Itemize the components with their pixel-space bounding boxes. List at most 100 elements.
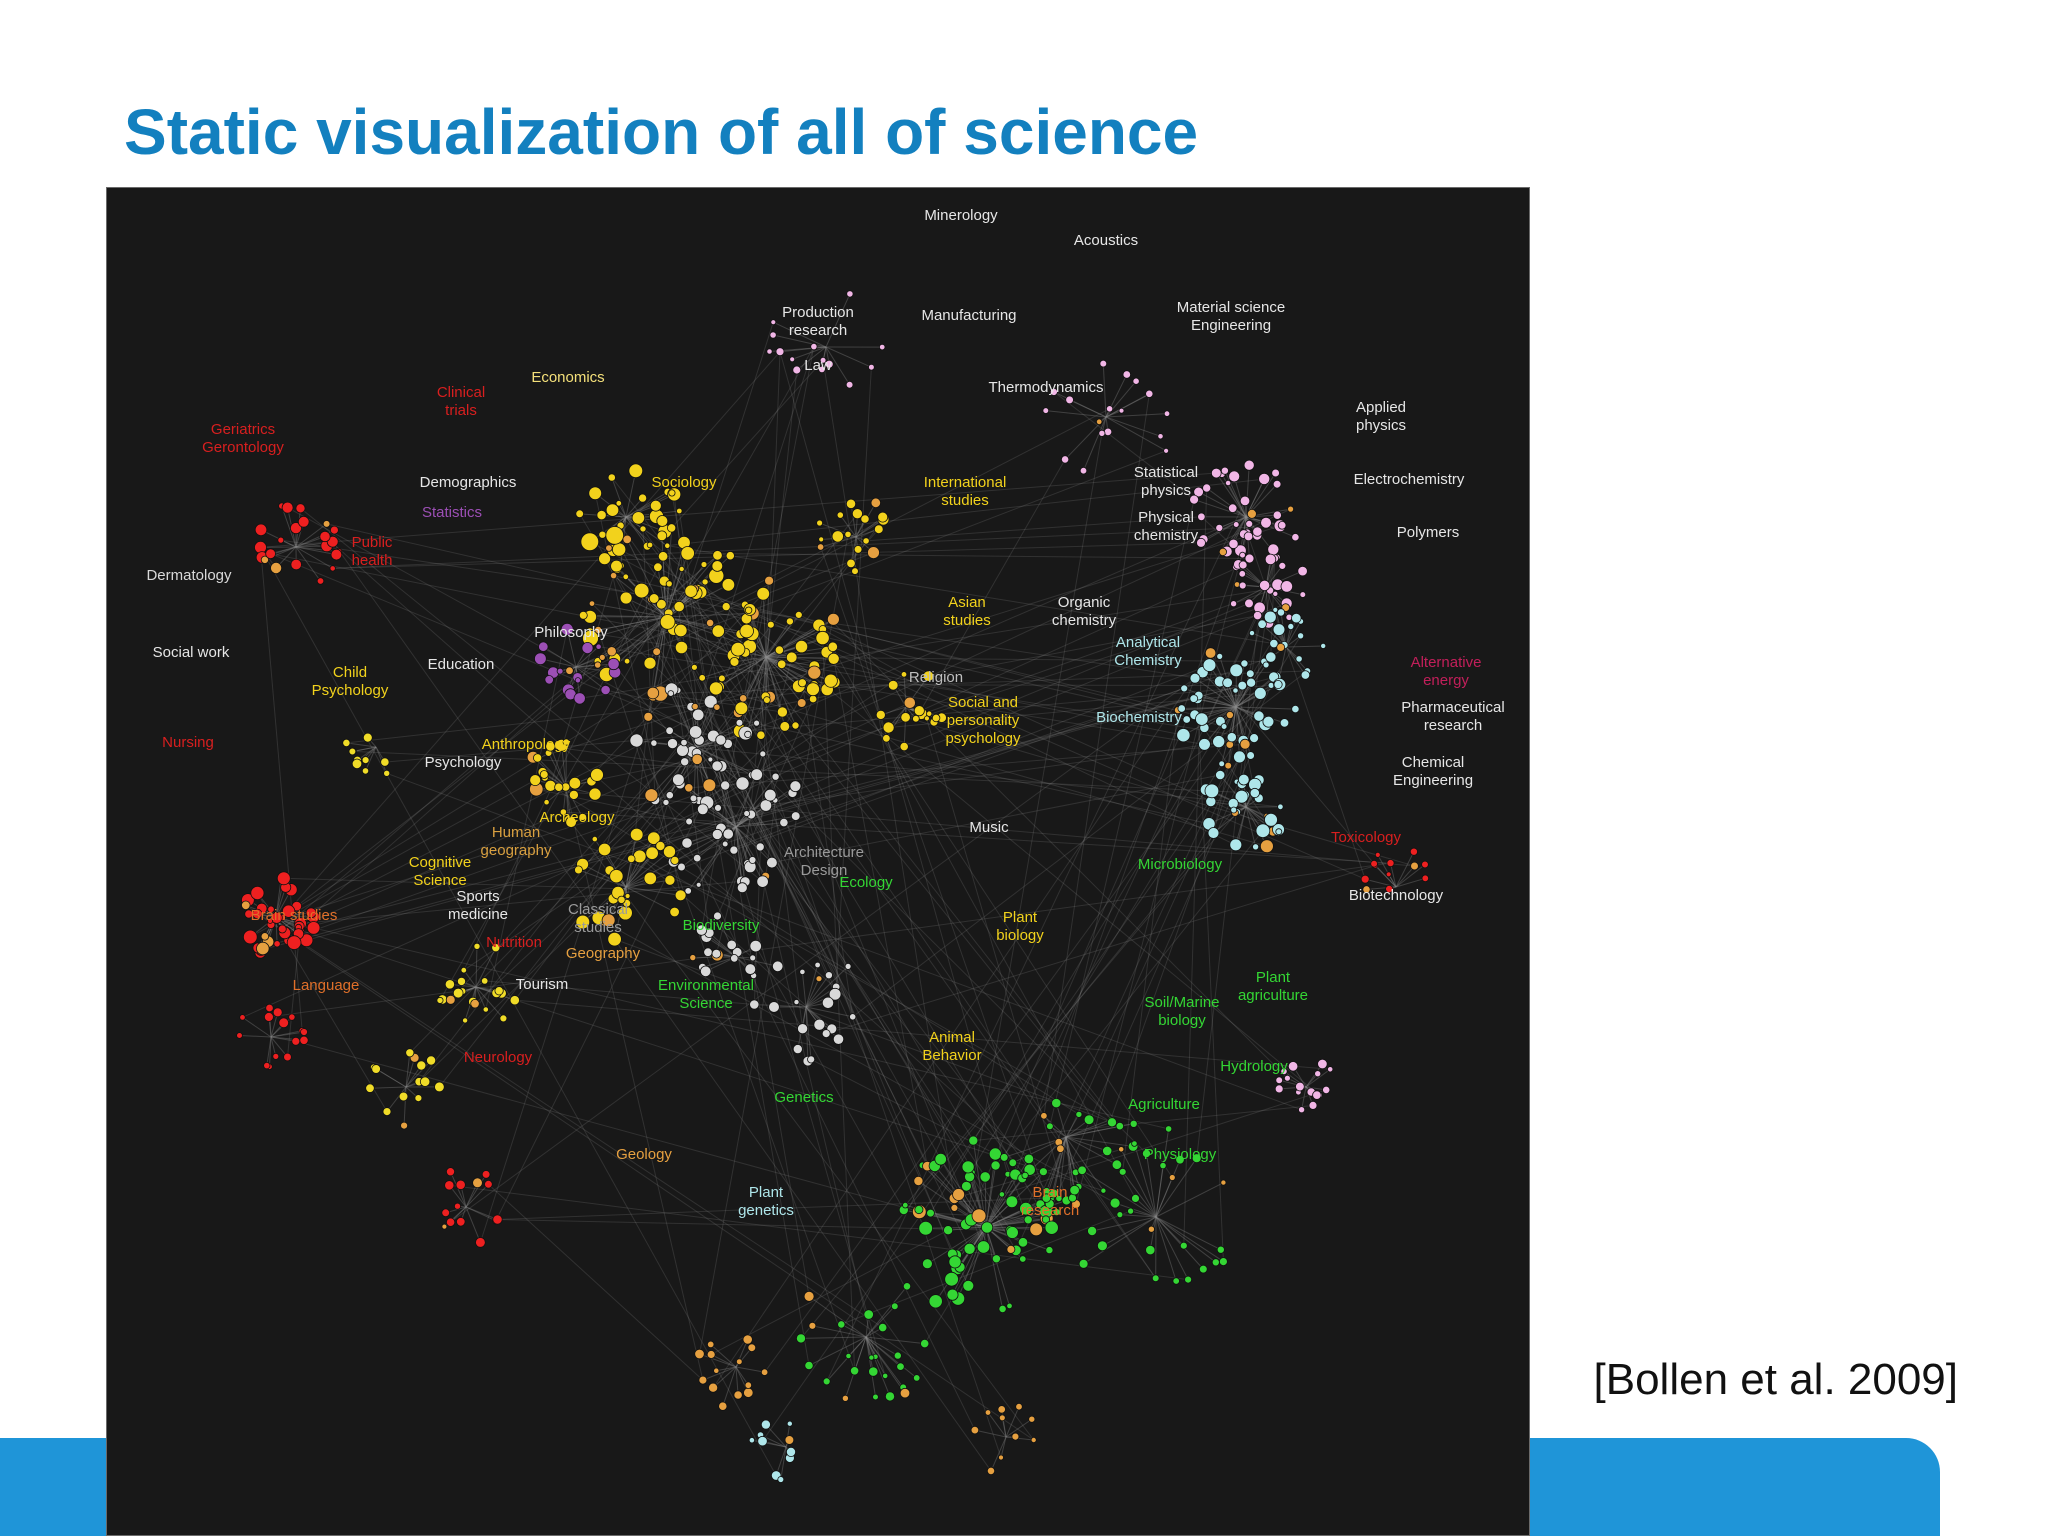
map-node xyxy=(948,1255,962,1269)
map-node xyxy=(756,875,769,888)
map-node xyxy=(785,651,798,664)
map-edge xyxy=(1155,1216,1224,1262)
map-label: Applied physics xyxy=(1356,399,1406,434)
map-edge xyxy=(386,1086,407,1112)
citation: [Bollen et al. 2009] xyxy=(1593,1355,1958,1404)
map-edge xyxy=(841,1210,1131,1325)
map-node xyxy=(824,359,834,369)
map-edge xyxy=(798,614,1280,833)
map-edge xyxy=(405,1052,411,1088)
map-node xyxy=(711,760,723,772)
map-node xyxy=(747,1343,757,1352)
map-node xyxy=(785,617,794,626)
map-node xyxy=(755,842,765,852)
map-node xyxy=(984,1409,992,1416)
map-node xyxy=(804,1360,814,1371)
map-label: Production research xyxy=(782,304,854,339)
map-node xyxy=(653,562,663,572)
map-node xyxy=(270,561,283,574)
map-edge xyxy=(1245,465,1250,518)
map-edge xyxy=(792,346,827,360)
map-node xyxy=(756,586,770,601)
map-edge xyxy=(865,1336,877,1398)
map-node xyxy=(674,640,689,655)
map-node xyxy=(652,647,661,657)
map-node xyxy=(664,874,676,886)
map-edge xyxy=(614,535,971,1250)
map-label: Archeology xyxy=(539,809,615,826)
map-node xyxy=(1291,533,1300,542)
map-node xyxy=(739,623,754,639)
map-edge xyxy=(536,788,1415,867)
map-node xyxy=(1238,560,1248,570)
map-node xyxy=(556,667,564,675)
map-edge xyxy=(765,637,823,658)
map-node xyxy=(759,799,773,812)
map-node xyxy=(868,1354,875,1361)
map-node xyxy=(868,363,875,371)
map-edge xyxy=(735,826,749,864)
map-node xyxy=(638,493,648,503)
map-node xyxy=(964,1171,976,1183)
map-edge xyxy=(735,753,764,828)
map-node xyxy=(1230,806,1238,814)
map-edge xyxy=(1155,1128,1170,1218)
map-edge xyxy=(755,945,905,1211)
map-edge xyxy=(614,938,1113,1123)
map-node xyxy=(639,525,647,533)
map-edge xyxy=(765,656,814,700)
map-edge xyxy=(1003,607,1261,1158)
map-edge xyxy=(353,746,377,752)
map-node xyxy=(893,1351,902,1360)
map-node xyxy=(573,692,586,705)
map-edge xyxy=(715,656,767,689)
map-edge xyxy=(652,692,783,713)
map-node xyxy=(1370,859,1378,868)
map-node xyxy=(1204,783,1220,799)
map-node xyxy=(1308,1101,1318,1110)
map-node xyxy=(721,840,729,848)
map-label: Psychology xyxy=(425,754,502,771)
map-node xyxy=(1145,1245,1156,1256)
map-node xyxy=(382,1107,392,1116)
map-node xyxy=(779,817,789,828)
map-node xyxy=(492,1214,503,1225)
map-edge xyxy=(742,783,928,1167)
map-node xyxy=(1202,483,1212,493)
map-edge xyxy=(956,1226,987,1256)
map-node xyxy=(815,975,823,983)
map-node xyxy=(1029,1222,1043,1237)
map-edge xyxy=(1053,391,1107,418)
map-node xyxy=(698,674,706,682)
map-node xyxy=(1157,433,1164,440)
map-edge xyxy=(665,584,729,618)
map-node xyxy=(588,486,603,501)
map-label: Child Psychology xyxy=(312,664,389,699)
map-edge xyxy=(814,684,1243,687)
map-node xyxy=(538,641,549,652)
map-label: Hydrology xyxy=(1220,1058,1288,1075)
map-edge xyxy=(565,786,583,818)
map-edge xyxy=(985,1174,1009,1228)
map-edge xyxy=(1198,695,1237,708)
map-node xyxy=(319,530,331,543)
map-node xyxy=(1165,1125,1173,1133)
map-node xyxy=(711,828,723,840)
map-edge xyxy=(313,927,1169,1130)
map-edge xyxy=(281,351,781,918)
map-node xyxy=(472,1177,483,1189)
map-edge xyxy=(985,1158,1030,1228)
map-node xyxy=(650,739,658,747)
map-node xyxy=(1264,553,1277,566)
map-node xyxy=(899,1387,911,1399)
map-node xyxy=(594,625,603,634)
map-edge xyxy=(1245,516,1296,538)
map-node xyxy=(281,501,294,514)
map-node xyxy=(646,686,660,700)
map-node xyxy=(278,1017,290,1029)
map-edge xyxy=(1045,410,1107,418)
map-edge xyxy=(1155,1216,1204,1270)
map-edge xyxy=(1202,671,1237,708)
map-edge xyxy=(841,1323,867,1338)
map-node xyxy=(736,882,748,894)
